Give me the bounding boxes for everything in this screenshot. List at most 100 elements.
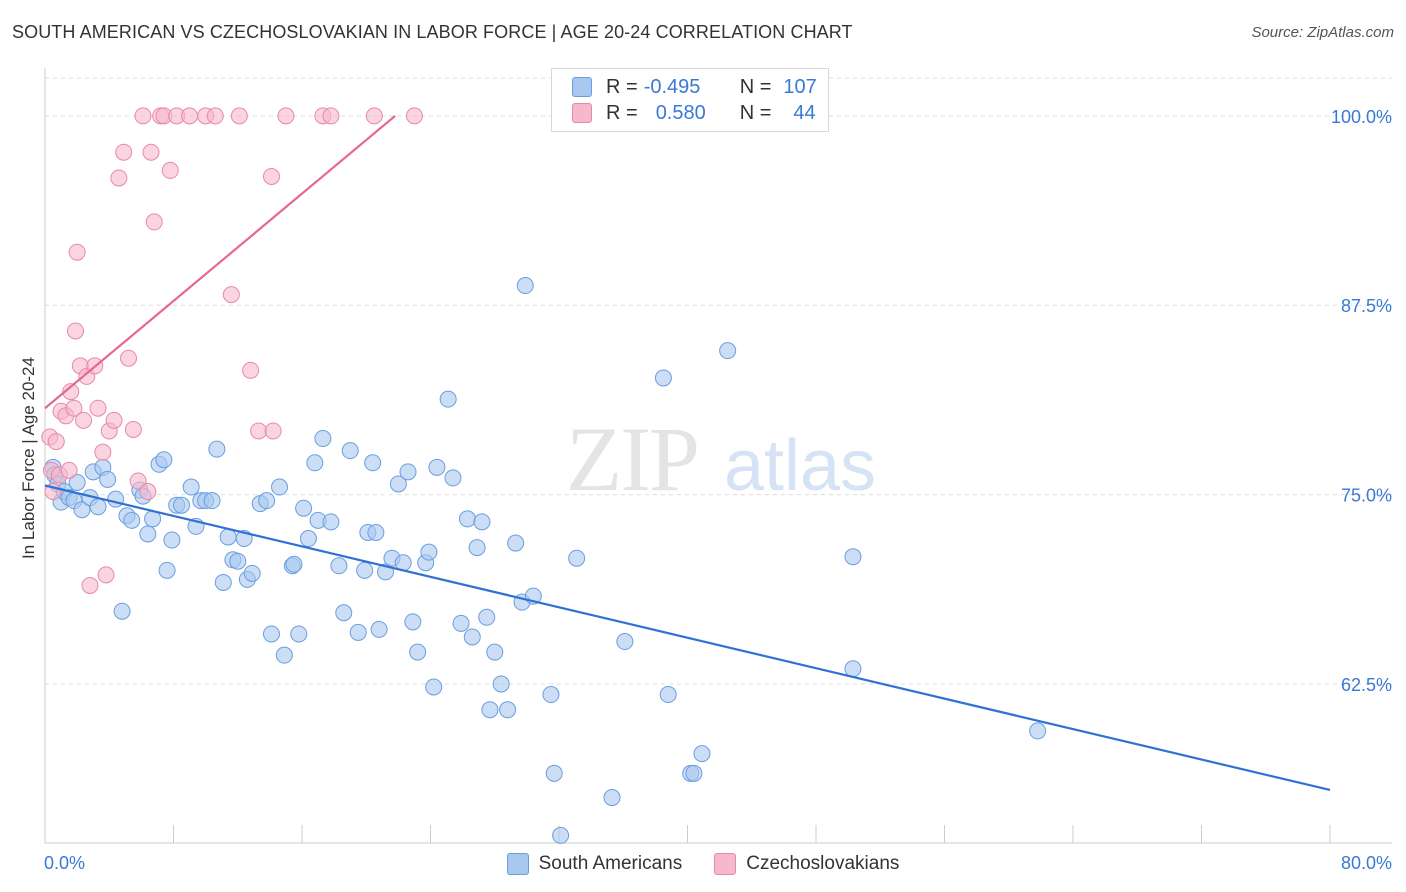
data-point bbox=[322, 513, 340, 531]
data-point bbox=[367, 523, 385, 541]
data-point bbox=[258, 492, 276, 510]
source-label: Source: ZipAtlas.com bbox=[1251, 24, 1394, 41]
data-point bbox=[458, 510, 476, 528]
legend-swatch bbox=[572, 103, 592, 123]
data-point bbox=[142, 143, 160, 161]
data-point bbox=[693, 745, 711, 763]
r-label: R = bbox=[606, 101, 638, 124]
data-point bbox=[163, 531, 181, 549]
y-tick-label: 62.5% bbox=[1341, 675, 1392, 695]
data-point bbox=[60, 461, 78, 479]
data-point bbox=[99, 470, 117, 488]
stats-row-czechoslovakians: R = 0.580 N = 44 bbox=[572, 101, 816, 125]
data-point bbox=[68, 243, 86, 261]
data-point bbox=[145, 213, 163, 231]
data-point bbox=[73, 501, 91, 519]
data-point bbox=[158, 561, 176, 579]
data-point bbox=[120, 349, 138, 367]
data-point bbox=[123, 511, 141, 529]
data-point bbox=[75, 411, 93, 429]
data-point bbox=[468, 539, 486, 557]
data-point bbox=[208, 440, 226, 458]
data-point bbox=[229, 552, 247, 570]
data-point bbox=[105, 411, 123, 429]
legend-item-south-americans[interactable]: South Americans bbox=[506, 853, 682, 875]
tick-labels: 62.5% 75.0% 87.5% 100.0% 0.0% 80.0% bbox=[44, 107, 1392, 873]
data-point bbox=[492, 675, 510, 693]
data-point bbox=[481, 701, 499, 719]
data-point bbox=[330, 557, 348, 575]
data-point bbox=[173, 496, 191, 514]
y-tick-label: 100.0% bbox=[1331, 107, 1392, 127]
x-tick-label: 0.0% bbox=[44, 853, 85, 873]
data-point bbox=[428, 458, 446, 476]
r-value: 0.580 bbox=[655, 101, 706, 124]
chart-title: SOUTH AMERICAN VS CZECHOSLOVAKIAN IN LAB… bbox=[12, 22, 853, 42]
stats-row-south-americans: R = -0.495 N = 107 bbox=[572, 75, 817, 99]
data-point bbox=[545, 764, 563, 782]
data-point bbox=[603, 789, 621, 807]
trend-line bbox=[44, 115, 396, 410]
data-point bbox=[499, 701, 517, 719]
n-value: 107 bbox=[783, 75, 817, 98]
data-point bbox=[219, 528, 237, 546]
data-point bbox=[65, 399, 83, 417]
stats-legend: R = -0.495 N = 107 R = 0.580 N = 44 bbox=[551, 68, 829, 132]
y-tick-label: 87.5% bbox=[1341, 296, 1392, 316]
data-point bbox=[230, 107, 248, 125]
data-point bbox=[399, 463, 417, 481]
data-point bbox=[314, 430, 332, 448]
data-point bbox=[364, 454, 382, 472]
data-point bbox=[271, 478, 289, 496]
data-point bbox=[107, 490, 125, 508]
data-point bbox=[113, 602, 131, 620]
data-point bbox=[452, 614, 470, 632]
data-point bbox=[444, 469, 462, 487]
data-point bbox=[277, 107, 295, 125]
data-point bbox=[264, 422, 282, 440]
data-point bbox=[1029, 722, 1047, 740]
data-point bbox=[335, 604, 353, 622]
data-point bbox=[341, 442, 359, 460]
data-point bbox=[94, 443, 112, 461]
data-point bbox=[389, 475, 407, 493]
data-point bbox=[250, 422, 268, 440]
data-point bbox=[243, 564, 261, 582]
data-point bbox=[659, 686, 677, 704]
data-point bbox=[290, 625, 308, 643]
data-point bbox=[214, 573, 232, 591]
data-point bbox=[322, 107, 340, 125]
data-point bbox=[844, 548, 862, 566]
data-point bbox=[161, 161, 179, 179]
series-legend: South Americans Czechoslovakians bbox=[0, 850, 1406, 878]
data-point bbox=[89, 399, 107, 417]
data-point bbox=[420, 543, 438, 561]
legend-item-czechoslovakians[interactable]: Czechoslovakians bbox=[714, 853, 899, 875]
data-point bbox=[242, 361, 260, 379]
data-point bbox=[365, 107, 383, 125]
data-point bbox=[463, 628, 481, 646]
data-point bbox=[486, 643, 504, 661]
x-tick-label: 80.0% bbox=[1341, 853, 1392, 873]
n-value: 44 bbox=[793, 101, 816, 124]
data-point bbox=[68, 473, 86, 491]
data-point bbox=[222, 286, 240, 304]
data-point bbox=[262, 625, 280, 643]
data-point bbox=[129, 472, 147, 490]
n-label: N = bbox=[739, 75, 772, 98]
axes bbox=[44, 68, 1392, 844]
data-point bbox=[285, 555, 303, 573]
data-point bbox=[349, 623, 367, 641]
data-point bbox=[844, 660, 862, 678]
data-point bbox=[181, 107, 199, 125]
data-point bbox=[295, 499, 313, 517]
data-point bbox=[124, 420, 142, 438]
data-point bbox=[685, 764, 703, 782]
data-point bbox=[405, 107, 423, 125]
data-point bbox=[89, 498, 107, 516]
data-point bbox=[542, 686, 560, 704]
data-point bbox=[654, 369, 672, 387]
grid-lines bbox=[45, 77, 1392, 685]
data-point bbox=[182, 478, 200, 496]
n-label: N = bbox=[739, 101, 772, 124]
